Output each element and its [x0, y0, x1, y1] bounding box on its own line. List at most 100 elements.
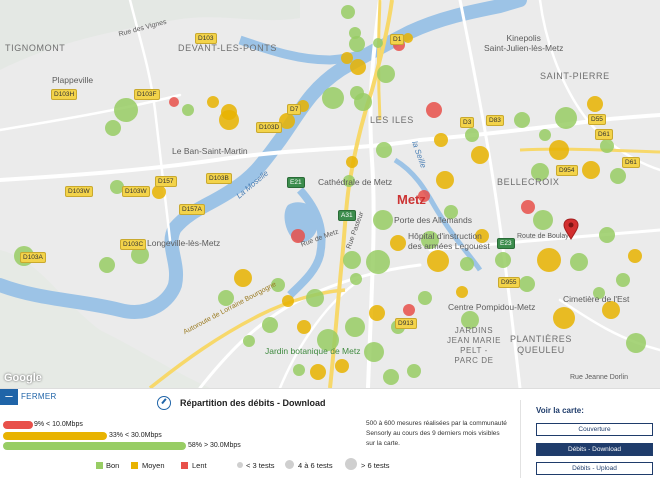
measurement-dot[interactable] — [234, 269, 252, 287]
measurement-dot[interactable] — [593, 287, 605, 299]
close-button[interactable]: – — [0, 389, 18, 405]
measurement-dot[interactable] — [373, 38, 383, 48]
measurement-dot[interactable] — [169, 97, 179, 107]
measurement-dot[interactable] — [628, 249, 642, 263]
measurement-dot[interactable] — [427, 250, 449, 272]
measurement-dot[interactable] — [616, 273, 630, 287]
measurement-dot[interactable] — [306, 289, 324, 307]
measurement-dot[interactable] — [346, 156, 358, 168]
measurement-dot[interactable] — [531, 163, 549, 181]
measurement-dot[interactable] — [369, 305, 385, 321]
measurement-dot[interactable] — [610, 168, 626, 184]
close-label[interactable]: FERMER — [21, 392, 57, 401]
measurement-dot[interactable] — [376, 142, 392, 158]
road-shield: D7 — [287, 104, 302, 115]
bar-medium-label: 33% < 30.0Mbps — [109, 432, 162, 439]
measurement-dot[interactable] — [262, 317, 278, 333]
measurement-dot[interactable] — [293, 364, 305, 376]
measurement-dot[interactable] — [403, 33, 413, 43]
measurement-dot[interactable] — [555, 107, 577, 129]
measurement-dot[interactable] — [343, 251, 361, 269]
measurement-dot[interactable] — [349, 27, 361, 39]
measurement-dot[interactable] — [582, 161, 600, 179]
measurement-dot[interactable] — [587, 96, 603, 112]
measurement-dot[interactable] — [519, 276, 535, 292]
measurement-dot[interactable] — [383, 369, 399, 385]
measurement-dot[interactable] — [465, 128, 479, 142]
measurement-dot[interactable] — [279, 113, 295, 129]
voir-title: Voir la carte: — [536, 406, 584, 415]
measurement-dot[interactable] — [271, 278, 285, 292]
measurement-dot[interactable] — [322, 87, 344, 109]
measurement-dot[interactable] — [570, 253, 588, 271]
measurement-dot[interactable] — [343, 175, 355, 187]
measurement-dot[interactable] — [549, 140, 569, 160]
measurement-dot[interactable] — [105, 120, 121, 136]
measurement-dot[interactable] — [403, 304, 415, 316]
measurement-dot[interactable] — [366, 250, 390, 274]
measurement-dot[interactable] — [390, 235, 406, 251]
measurement-dot[interactable] — [152, 185, 166, 199]
measurement-dot[interactable] — [317, 329, 339, 351]
measurement-dot[interactable] — [243, 335, 255, 347]
measurement-dot[interactable] — [354, 93, 372, 111]
measurement-dot[interactable] — [341, 5, 355, 19]
measurement-dot[interactable] — [114, 98, 138, 122]
measurement-dot[interactable] — [475, 229, 489, 243]
measurement-dot[interactable] — [418, 291, 432, 305]
measurement-dot[interactable] — [537, 248, 561, 272]
measurement-dot[interactable] — [335, 359, 349, 373]
measurement-dot[interactable] — [553, 307, 575, 329]
measurement-dot[interactable] — [341, 52, 353, 64]
measurement-dot[interactable] — [350, 59, 366, 75]
bar-slow-label: 9% < 10.0Mbps — [34, 421, 83, 428]
measurement-dot[interactable] — [207, 96, 219, 108]
measurement-dot[interactable] — [599, 227, 615, 243]
measurement-dot[interactable] — [377, 65, 395, 83]
measurement-dot[interactable] — [182, 104, 194, 116]
measurement-dot[interactable] — [539, 129, 551, 141]
measurement-dot[interactable] — [461, 311, 479, 329]
measurement-dot[interactable] — [495, 252, 511, 268]
measurement-dot[interactable] — [349, 36, 365, 52]
measurement-dot[interactable] — [418, 190, 430, 202]
measurement-dot[interactable] — [602, 301, 620, 319]
map-view[interactable]: TIGNOMONT DEVANT-LES-PONTS Plappeville K… — [0, 0, 660, 388]
measurement-dot[interactable] — [99, 257, 115, 273]
measurement-dot[interactable] — [471, 146, 489, 164]
debits-download-button[interactable]: Débits - Download — [536, 443, 653, 456]
measurement-dot[interactable] — [373, 210, 393, 230]
measurement-dot[interactable] — [626, 333, 646, 353]
measurement-dot[interactable] — [291, 229, 305, 243]
road-shield: D103B — [206, 173, 232, 184]
measurement-dot[interactable] — [456, 286, 468, 298]
measurement-dot[interactable] — [426, 102, 442, 118]
bar-fast — [3, 442, 186, 450]
road-shield: D61 — [622, 157, 640, 168]
measurement-dot[interactable] — [434, 133, 448, 147]
measurement-dot[interactable] — [219, 110, 239, 130]
measurement-dot[interactable] — [297, 320, 311, 334]
road-shield: D103H — [51, 89, 78, 100]
measurement-dot[interactable] — [364, 342, 384, 362]
measurement-dot[interactable] — [218, 290, 234, 306]
measurement-dot[interactable] — [407, 364, 421, 378]
debits-upload-button[interactable]: Débits - Upload — [536, 462, 653, 475]
measurement-dot[interactable] — [533, 210, 553, 230]
measurement-dot[interactable] — [110, 180, 124, 194]
measurement-dot[interactable] — [521, 200, 535, 214]
measurement-dot[interactable] — [310, 364, 326, 380]
measurement-dot[interactable] — [350, 273, 362, 285]
location-pin-icon[interactable] — [563, 218, 579, 240]
couverture-button[interactable]: Couverture — [536, 423, 653, 436]
road-shield: D1 — [390, 34, 405, 45]
measurement-dot[interactable] — [131, 246, 149, 264]
measurement-dot[interactable] — [436, 171, 454, 189]
measurement-dot[interactable] — [514, 112, 530, 128]
measurement-dot[interactable] — [460, 257, 474, 271]
measurement-dot[interactable] — [282, 295, 294, 307]
measurement-dot[interactable] — [600, 139, 614, 153]
measurement-dot[interactable] — [421, 231, 439, 249]
measurement-dot[interactable] — [444, 205, 458, 219]
measurement-dot[interactable] — [345, 317, 365, 337]
